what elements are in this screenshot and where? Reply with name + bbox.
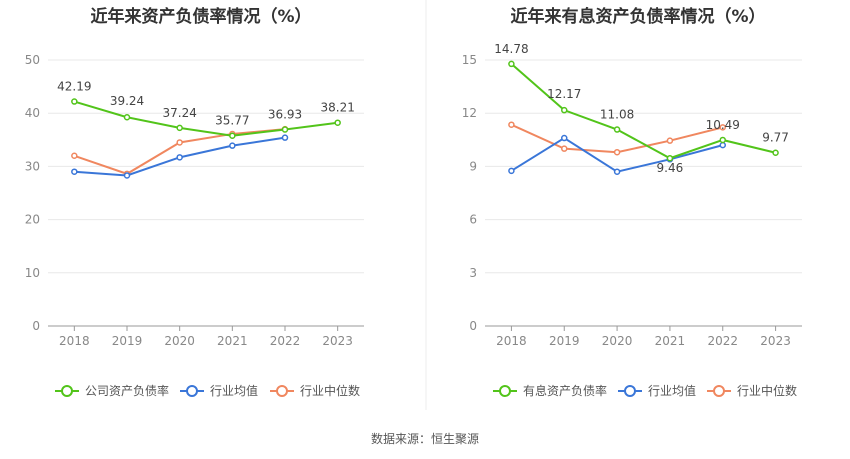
legend-label: 行业均值 bbox=[210, 383, 258, 398]
data-label: 10.49 bbox=[706, 118, 740, 132]
series-point bbox=[281, 134, 289, 141]
data-label: 35.77 bbox=[215, 114, 249, 128]
legend-label: 公司资产负债率 bbox=[85, 383, 169, 398]
y-tick-label: 0 bbox=[469, 319, 477, 333]
x-tick-label: 2019 bbox=[112, 334, 143, 348]
x-tick-label: 2022 bbox=[707, 334, 738, 348]
chart-title: 近年来有息资产负债率情况（%） bbox=[510, 6, 765, 27]
series-point bbox=[772, 149, 779, 156]
y-tick-label: 6 bbox=[469, 213, 477, 227]
legend-label: 行业中位数 bbox=[737, 383, 797, 398]
series-point bbox=[613, 126, 621, 133]
legend-marker bbox=[624, 385, 636, 397]
data-label: 42.19 bbox=[57, 80, 91, 94]
series-point bbox=[719, 124, 726, 131]
y-tick-label: 10 bbox=[25, 266, 40, 280]
x-tick-label: 2023 bbox=[322, 334, 353, 348]
series-point bbox=[508, 60, 515, 68]
legend-marker bbox=[713, 385, 725, 397]
series-point bbox=[229, 142, 236, 149]
y-tick-label: 50 bbox=[25, 53, 40, 67]
interest-debt-ratio-chart: 近年来有息资产负债率情况（%） 0 3 6 9 12 15 2018 2019 2020 2021 2… bbox=[462, 6, 802, 398]
legend-label: 行业均值 bbox=[648, 383, 696, 398]
series-point bbox=[508, 167, 515, 175]
y-tick-label: 20 bbox=[25, 213, 40, 227]
x-tick-label: 2021 bbox=[655, 334, 686, 348]
legend-label: 有息资产负债率 bbox=[523, 383, 607, 398]
series-point bbox=[666, 154, 674, 162]
series-point bbox=[719, 136, 726, 144]
data-source: 数据来源：恒生聚源 bbox=[371, 431, 479, 446]
data-label: 11.08 bbox=[600, 108, 634, 122]
y-tick-label: 3 bbox=[469, 266, 477, 280]
data-label: 9.77 bbox=[762, 131, 789, 145]
x-tick-label: 2019 bbox=[549, 334, 580, 348]
series-point bbox=[176, 124, 183, 132]
series-point bbox=[561, 134, 568, 142]
series-line bbox=[510, 63, 776, 160]
legend-marker bbox=[61, 385, 73, 397]
series-point bbox=[613, 168, 621, 175]
y-tick-label: 30 bbox=[25, 159, 40, 173]
data-label: 14.78 bbox=[494, 42, 528, 56]
series-point bbox=[719, 141, 726, 149]
legend-marker bbox=[499, 385, 511, 397]
data-label: 36.93 bbox=[268, 108, 302, 122]
y-tick-label: 15 bbox=[462, 53, 477, 67]
data-label: 37.24 bbox=[162, 106, 196, 120]
legend-marker bbox=[186, 385, 198, 397]
data-label: 9.46 bbox=[657, 161, 684, 175]
series-point bbox=[71, 168, 78, 175]
x-tick-label: 2022 bbox=[270, 334, 301, 348]
series-point bbox=[281, 126, 289, 133]
y-tick-label: 9 bbox=[469, 159, 477, 173]
series-point bbox=[229, 132, 236, 139]
series-point bbox=[561, 145, 568, 152]
x-tick-label: 2021 bbox=[217, 334, 248, 348]
series-point bbox=[334, 119, 341, 126]
y-tick-label: 12 bbox=[462, 106, 477, 120]
series-point bbox=[176, 139, 183, 146]
x-tick-label: 2018 bbox=[496, 334, 527, 348]
legend-label: 行业中位数 bbox=[300, 383, 360, 398]
x-tick-label: 2018 bbox=[59, 334, 90, 348]
chart-title: 近年来资产负债率情况（%） bbox=[90, 6, 311, 27]
series-point bbox=[561, 106, 568, 114]
x-tick-label: 2020 bbox=[164, 334, 195, 348]
data-label: 12.17 bbox=[547, 87, 581, 101]
series-point bbox=[71, 98, 78, 105]
y-tick-label: 0 bbox=[32, 319, 40, 333]
data-label: 38.21 bbox=[320, 101, 354, 115]
series-point bbox=[176, 154, 183, 161]
series-line bbox=[74, 100, 338, 137]
series-point bbox=[71, 152, 78, 160]
data-label: 39.24 bbox=[110, 94, 144, 108]
x-tick-label: 2020 bbox=[602, 334, 633, 348]
series-line bbox=[74, 128, 286, 175]
series-point bbox=[613, 148, 621, 156]
series-point bbox=[666, 137, 674, 144]
debt-ratio-chart: 近年来资产负债率情况（%） 0 10 20 30 40 50 2018 2019 2020 2021… bbox=[25, 6, 364, 398]
y-tick-label: 40 bbox=[25, 106, 40, 120]
legend-marker bbox=[276, 385, 288, 397]
series-point bbox=[123, 113, 131, 121]
series-point bbox=[123, 172, 131, 179]
series-point bbox=[508, 121, 515, 128]
x-tick-label: 2023 bbox=[760, 334, 791, 348]
